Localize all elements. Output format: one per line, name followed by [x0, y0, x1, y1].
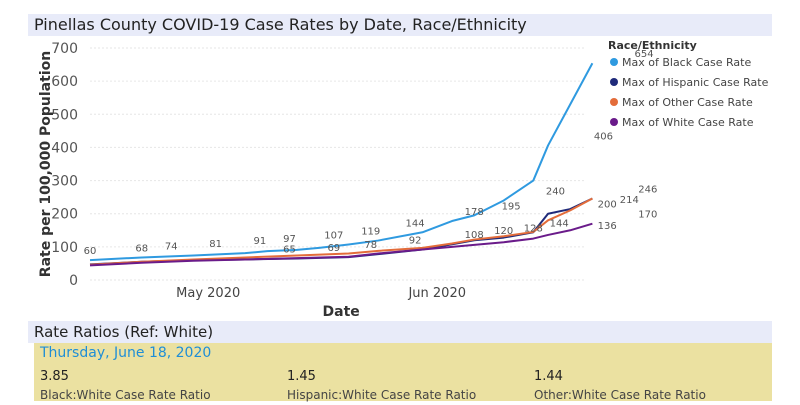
legend-item: Max of Black Case Rate [622, 56, 751, 69]
y-tick-label: 700 [51, 41, 78, 57]
data-label: 144 [550, 218, 569, 229]
data-label: 68 [135, 243, 148, 254]
series-lines [89, 62, 594, 267]
data-label: 240 [546, 186, 565, 197]
ratio-value: 1.44 [534, 369, 563, 384]
data-label: 65 [283, 244, 296, 255]
y-tick-label: 200 [51, 207, 78, 223]
data-label: 69 [327, 243, 340, 254]
x-axis-label: Date [323, 304, 360, 320]
rate-ratios-title: Rate Ratios (Ref: White) [34, 323, 214, 341]
legend-item: Max of White Case Rate [622, 116, 754, 129]
data-label: 195 [502, 201, 521, 212]
chart-title: Pinellas County COVID-19 Case Rates by D… [34, 15, 527, 34]
y-tick-label: 300 [51, 174, 78, 190]
ratio-date: Thursday, June 18, 2020 [40, 345, 212, 361]
data-label: 170 [638, 210, 657, 221]
legend-item: Max of Hispanic Case Rate [622, 76, 769, 89]
data-label: 91 [254, 236, 267, 247]
data-label: 144 [406, 218, 425, 229]
legend-marker [610, 58, 618, 66]
data-labels: 60 68 74 81 91 97 107 119 144 178 195 240 406 654 65 69… [84, 49, 658, 257]
ratio-value: 3.85 [40, 369, 69, 384]
data-label: 107 [324, 231, 343, 242]
x-tick-label: May 2020 [176, 286, 240, 301]
data-label: 406 [594, 131, 613, 142]
legend-marker [610, 98, 618, 106]
black-white-ratio-card: 3.85 Black:White Case Rate Ratio [40, 369, 211, 403]
y-axis: 0 100 200 300 400 500 600 700 [51, 41, 78, 289]
hispanic-white-ratio-card: 1.45 Hispanic:White Case Rate Ratio [287, 369, 476, 403]
y-tick-label: 100 [51, 240, 78, 256]
series-line [89, 62, 594, 262]
data-label: 97 [283, 234, 296, 245]
series-line [89, 222, 593, 267]
data-label: 200 [598, 200, 617, 211]
rate-ratios-panel: Thursday, June 18, 2020 3.85 Black:White… [34, 343, 772, 403]
rate-ratios-header: Rate Ratios (Ref: White) [28, 321, 772, 343]
data-label: 120 [494, 226, 513, 237]
x-axis: May 2020 Jun 2020 [176, 286, 466, 301]
data-label: 81 [209, 239, 222, 250]
data-label: 214 [620, 195, 639, 206]
legend-marker [610, 78, 618, 86]
other-white-ratio-card: 1.44 Other:White Case Rate Ratio [534, 369, 706, 403]
y-tick-label: 500 [51, 107, 78, 123]
legend-item: Max of Other Case Rate [622, 96, 753, 109]
series-line [89, 197, 593, 266]
gridlines [90, 47, 585, 281]
y-tick-label: 400 [51, 140, 78, 156]
data-label: 119 [361, 227, 380, 238]
ratio-label: Other:White Case Rate Ratio [534, 388, 706, 402]
ratio-label: Hispanic:White Case Rate Ratio [287, 388, 477, 402]
data-label: 78 [364, 240, 377, 251]
y-tick-label: 0 [69, 273, 78, 289]
y-tick-label: 600 [51, 74, 78, 90]
chart-title-bar: Pinellas County COVID-19 Case Rates by D… [28, 14, 772, 36]
legend: Race/Ethnicity Max of Black Case Rate Max … [608, 39, 769, 129]
data-label: 74 [165, 241, 178, 252]
data-label: 108 [465, 230, 484, 241]
y-axis-label: Rate per 100,000 Population [38, 51, 54, 277]
x-tick-label: Jun 2020 [407, 286, 466, 301]
ratio-value: 1.45 [287, 369, 316, 384]
legend-title: Race/Ethnicity [608, 39, 697, 52]
data-label: 136 [598, 221, 617, 232]
data-label: 178 [465, 207, 484, 218]
data-label: 92 [409, 236, 422, 247]
data-label: 246 [638, 184, 657, 195]
data-label: 128 [524, 224, 543, 235]
ratio-label: Black:White Case Rate Ratio [40, 388, 211, 402]
legend-marker [610, 118, 618, 126]
data-label: 60 [84, 246, 97, 257]
data-label: 654 [635, 49, 654, 60]
